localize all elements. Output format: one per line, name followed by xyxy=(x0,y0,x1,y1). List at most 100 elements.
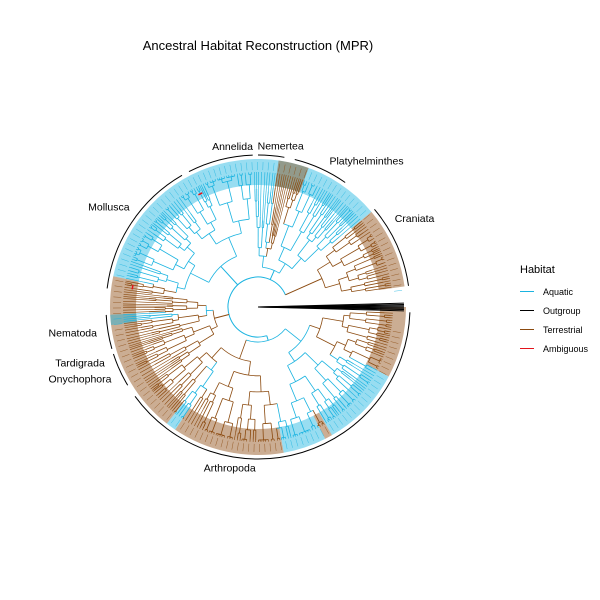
internal-branch xyxy=(130,273,138,277)
tip-label xyxy=(130,238,138,243)
internal-branch xyxy=(169,220,176,226)
tip-branch xyxy=(164,396,173,405)
internal-branch xyxy=(140,319,152,322)
internal-branch xyxy=(357,272,367,276)
node-arc xyxy=(172,259,179,271)
node-arc xyxy=(299,230,304,234)
internal-branch xyxy=(139,252,155,260)
internal-branch xyxy=(178,351,188,358)
internal-branch xyxy=(288,188,293,200)
internal-branch xyxy=(187,198,198,214)
internal-branch xyxy=(367,275,382,280)
internal-branch xyxy=(194,221,201,230)
internal-branch xyxy=(158,217,164,223)
internal-branch xyxy=(221,179,223,183)
node-arc xyxy=(366,276,369,280)
tip-branch xyxy=(356,224,366,232)
internal-branch xyxy=(321,194,329,206)
internal-branch xyxy=(190,212,197,222)
tip-label xyxy=(119,263,128,267)
legend-label-ambiguous: Ambiguous xyxy=(543,343,589,354)
internal-branch xyxy=(352,350,370,360)
tip-branch xyxy=(347,389,358,399)
tip-branch xyxy=(129,263,141,268)
backbone-branch xyxy=(269,270,275,280)
internal-branch xyxy=(171,313,179,316)
tip-branch xyxy=(307,430,309,433)
internal-branch xyxy=(366,364,373,369)
node-arc xyxy=(365,364,368,368)
tip-label xyxy=(170,416,177,424)
node-arc xyxy=(222,434,225,437)
tip-branch xyxy=(141,357,172,377)
internal-branch xyxy=(136,259,152,266)
internal-branch xyxy=(343,349,352,354)
internal-branch xyxy=(192,396,202,411)
node-arc xyxy=(366,335,369,340)
internal-branch xyxy=(288,352,295,362)
tip-branch xyxy=(359,392,362,395)
internal-branch xyxy=(297,181,303,195)
node-arc xyxy=(362,254,365,259)
tip-label xyxy=(118,344,127,347)
internal-branch xyxy=(278,421,280,429)
internal-branch xyxy=(285,328,302,342)
tip-branch xyxy=(316,185,318,188)
internal-branch xyxy=(160,216,166,221)
tip-label xyxy=(197,174,202,183)
internal-branch xyxy=(309,214,322,233)
internal-branch xyxy=(194,365,207,381)
tip-branch xyxy=(383,336,390,339)
internal-branch xyxy=(139,244,147,249)
internal-branch xyxy=(336,368,343,373)
tip-branch xyxy=(376,246,379,248)
internal-branch xyxy=(153,223,169,236)
node-arc xyxy=(265,241,270,243)
tip-branch xyxy=(379,251,382,253)
internal-branch xyxy=(147,245,159,253)
tip-branch xyxy=(123,318,151,322)
node-arc xyxy=(177,314,180,320)
tip-label xyxy=(332,184,337,192)
internal-branch xyxy=(346,268,356,273)
tip-label xyxy=(218,167,222,176)
internal-branch xyxy=(269,203,273,225)
node-arc xyxy=(211,416,218,420)
internal-branch xyxy=(350,283,365,288)
internal-branch xyxy=(362,250,372,256)
tip-label xyxy=(340,191,346,199)
internal-branch xyxy=(384,332,389,335)
tip-branch xyxy=(130,344,153,353)
internal-branch xyxy=(182,405,192,418)
node-arc xyxy=(365,271,367,275)
internal-branch xyxy=(355,343,367,349)
tip-branch xyxy=(347,405,349,408)
clade-arc-craniata xyxy=(374,208,410,286)
node-arc xyxy=(355,339,358,345)
internal-branch xyxy=(306,202,313,213)
internal-branch xyxy=(313,425,316,428)
internal-branch xyxy=(237,175,240,186)
internal-branch xyxy=(354,257,375,267)
tip-label xyxy=(117,269,126,272)
tip-branch xyxy=(219,177,221,180)
internal-branch xyxy=(324,222,338,237)
internal-branch xyxy=(183,356,198,368)
tip-label xyxy=(336,188,342,195)
internal-branch xyxy=(384,330,389,332)
internal-branch xyxy=(179,246,185,251)
tip-label xyxy=(220,439,224,448)
internal-branch xyxy=(366,272,381,277)
internal-branch xyxy=(266,191,269,204)
tip-label xyxy=(363,214,370,220)
tip-branch xyxy=(161,211,171,221)
internal-branch xyxy=(373,251,380,256)
tip-branch xyxy=(128,266,132,268)
internal-branch xyxy=(347,338,357,343)
tip-branch xyxy=(165,208,168,211)
internal-branch xyxy=(182,196,186,201)
internal-branch xyxy=(358,277,368,281)
tip-branch xyxy=(332,199,340,209)
node-arc xyxy=(201,229,216,240)
tip-label xyxy=(390,268,398,271)
